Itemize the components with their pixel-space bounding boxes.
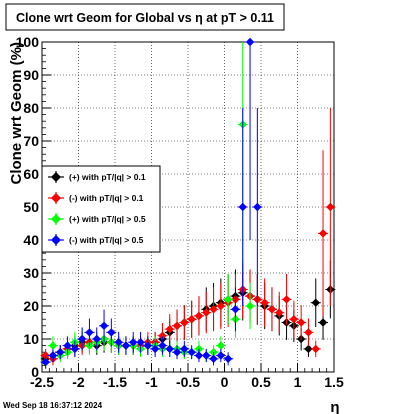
data-point	[326, 202, 335, 212]
data-point	[194, 351, 204, 360]
data-point	[289, 315, 299, 324]
data-point	[202, 351, 211, 360]
y-tick-label: 70	[23, 133, 39, 149]
data-point	[180, 344, 189, 354]
x-tick-label: 0.5	[251, 374, 271, 390]
legend: (+) with pT/|q| > 0.1 (-) with pT/|q| > 0…	[41, 165, 161, 253]
data-point	[165, 324, 174, 334]
legend-label: (+) with pT/|q| > 0.1	[69, 172, 146, 182]
data-point	[209, 354, 218, 363]
x-tick-label: -2.5	[30, 374, 54, 390]
data-point	[311, 298, 320, 307]
data-point	[209, 305, 218, 314]
data-point	[216, 341, 226, 350]
data-point	[231, 305, 240, 314]
x-tick-label: -1.5	[103, 374, 127, 390]
data-point	[172, 321, 182, 330]
data-point	[282, 295, 291, 304]
data-point	[41, 357, 50, 367]
data-point	[77, 334, 87, 344]
data-point	[85, 328, 94, 337]
data-point	[136, 338, 145, 347]
legend-label: (+) with pT/|q| > 0.5	[69, 214, 146, 224]
data-point	[216, 351, 226, 360]
data-point	[48, 341, 58, 350]
y-tick-label: 80	[23, 100, 39, 116]
x-tick-label: 0	[221, 374, 229, 390]
data-point	[304, 328, 313, 337]
data-point	[202, 308, 211, 317]
y-tick-label: 40	[23, 232, 39, 248]
data-point	[70, 344, 80, 354]
legend-box	[41, 165, 161, 253]
data-point	[260, 298, 269, 307]
data-point	[92, 334, 101, 344]
legend-label: (-) with pT/|q| > 0.5	[69, 235, 144, 245]
y-tick-label: 30	[23, 265, 39, 281]
y-tick-label: 100	[16, 34, 40, 50]
legend-marker	[51, 214, 61, 224]
tick-labels: -2.5 -2 -1.5 -1 -0.5 0 0.5 1 1.5 0 10 20 30 40 50 60 70 8…	[16, 34, 344, 390]
data-point	[318, 318, 328, 327]
x-tick-label: -0.5	[176, 374, 200, 390]
data-point	[180, 318, 189, 327]
x-tick-label: 1	[294, 374, 302, 390]
data-point	[165, 344, 174, 354]
data-point	[194, 311, 204, 321]
x-tick-label: 1.5	[324, 374, 344, 390]
data-point	[187, 348, 196, 357]
data-point	[143, 341, 153, 350]
footer-timestamp: Wed Sep 18 16:37:12 2024	[3, 401, 103, 410]
y-tick-label: 60	[23, 166, 39, 182]
data-point	[99, 321, 109, 330]
data-point	[48, 351, 58, 360]
data-point	[63, 341, 72, 350]
series-4	[40, 37, 263, 369]
data-point	[150, 344, 160, 354]
data-point	[311, 344, 320, 354]
data-point	[238, 202, 247, 212]
data-point	[158, 341, 167, 350]
legend-marker	[51, 235, 61, 245]
data-point	[245, 37, 255, 47]
data-point	[304, 344, 313, 354]
data-point	[187, 315, 196, 324]
data-point	[318, 229, 328, 238]
data-point	[275, 308, 284, 317]
y-axis-label: Clone wrt Geom (%)	[8, 42, 25, 185]
data-point	[216, 301, 226, 311]
chart-title: Clone wrt Geom for Global vs η at pT > 0…	[16, 11, 274, 25]
data-point	[267, 305, 277, 314]
data-point	[223, 354, 233, 363]
data-point	[158, 331, 167, 340]
legend-label: (-) with pT/|q| > 0.1	[69, 193, 144, 203]
x-axis-label: η	[330, 399, 339, 414]
data-point	[129, 338, 138, 347]
data-point	[172, 348, 182, 357]
x-tick-label: -1	[145, 374, 158, 390]
legend-marker	[51, 172, 61, 182]
data-point	[223, 295, 233, 304]
y-tick-label: 20	[23, 298, 39, 314]
y-tick-label: 90	[23, 67, 39, 83]
data-point	[56, 348, 65, 357]
y-tick-label: 10	[23, 331, 39, 347]
data-point	[245, 301, 255, 311]
x-tick-label: -2	[72, 374, 85, 390]
data-point	[107, 328, 116, 337]
data-point	[253, 202, 262, 212]
data-series	[40, 37, 336, 369]
data-point	[114, 338, 123, 347]
y-tick-label: 50	[23, 199, 39, 215]
data-point	[121, 341, 131, 350]
title-box	[5, 3, 285, 31]
legend-marker	[51, 193, 61, 203]
y-tick-label: 0	[31, 364, 39, 380]
data-point	[296, 318, 306, 327]
